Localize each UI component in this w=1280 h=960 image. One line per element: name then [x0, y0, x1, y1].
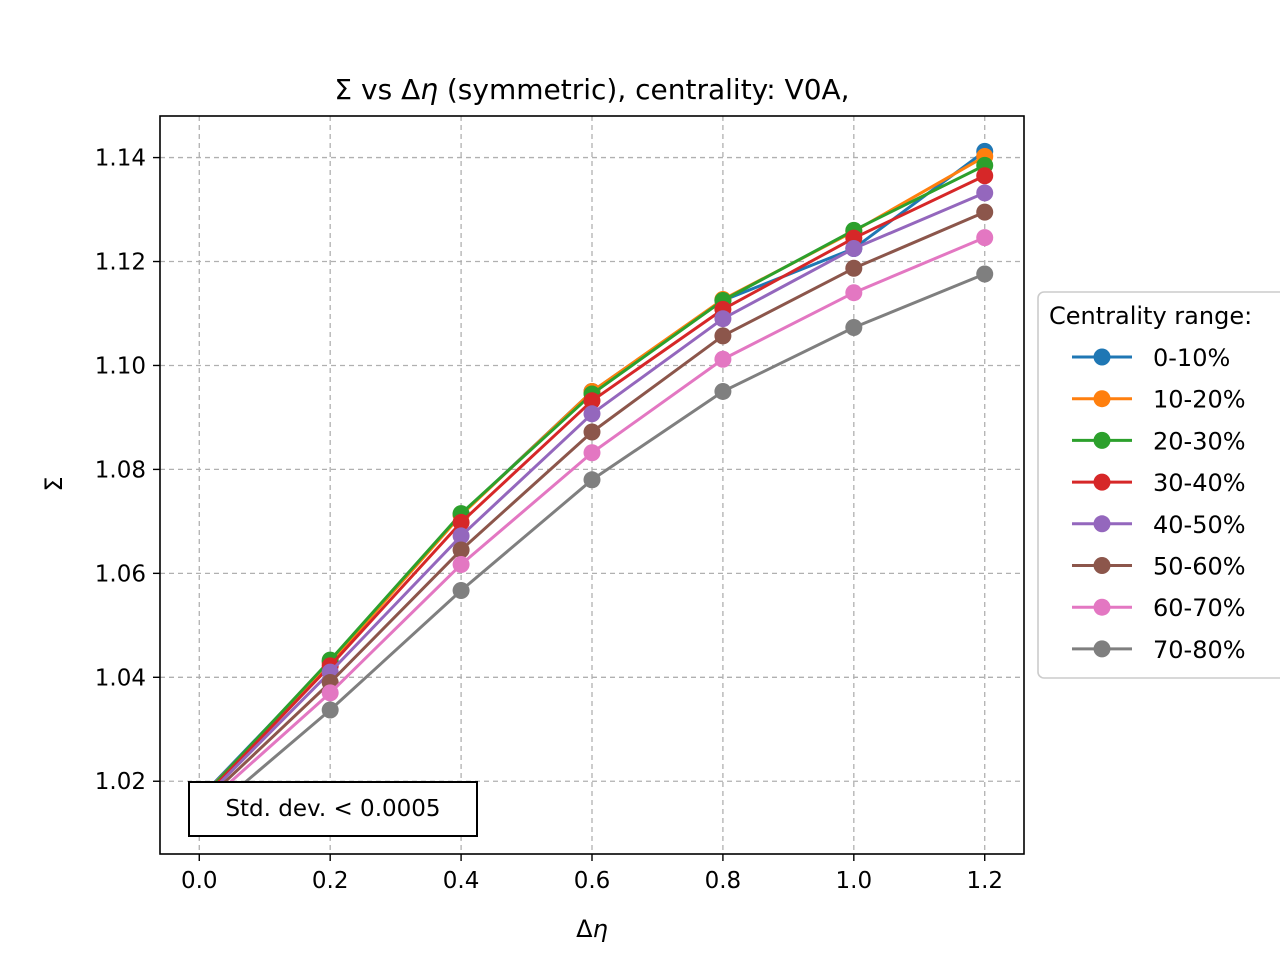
- y-tick-label: 1.08: [95, 457, 146, 483]
- legend-label: 10-20%: [1153, 386, 1246, 414]
- legend-item-0-10pct: 0-10%: [1072, 344, 1230, 372]
- data-point: [714, 310, 732, 328]
- data-point: [452, 582, 470, 600]
- data-point: [845, 259, 863, 277]
- x-axis-label: Δη: [576, 915, 608, 943]
- legend-label: 30-40%: [1153, 469, 1246, 497]
- data-point: [976, 203, 994, 221]
- data-point: [583, 405, 601, 423]
- data-point: [583, 392, 601, 410]
- data-point: [976, 265, 994, 283]
- x-axis-label-part-1: Δ: [576, 915, 593, 943]
- data-point: [583, 444, 601, 462]
- plot-series: [190, 142, 994, 830]
- x-tick-label: 0.0: [181, 868, 218, 894]
- legend-marker: [1093, 473, 1111, 491]
- legend-frame: [1037, 291, 1280, 679]
- y-tick-label: 1.02: [95, 769, 146, 795]
- chart-title-part-1: Σ vs Δ: [334, 73, 420, 106]
- x-tick-label: 0.6: [574, 868, 611, 894]
- annotation-frame: [188, 781, 478, 837]
- y-tick-label: 1.04: [95, 665, 146, 691]
- legend-item-20-30pct: 20-30%: [1072, 427, 1246, 455]
- legend-marker: [1093, 348, 1111, 366]
- legend-marker: [1093, 515, 1111, 533]
- legend-label: 60-70%: [1153, 594, 1246, 622]
- y-tick-label: 1.10: [95, 353, 146, 379]
- data-point: [845, 240, 863, 258]
- data-point: [321, 684, 339, 702]
- annotation-text: Std. dev. < 0.0005: [225, 796, 440, 822]
- legend-marker: [1093, 431, 1111, 449]
- legend-item-10-20pct: 10-20%: [1072, 386, 1246, 414]
- x-axis: 0.0 0.2 0.4 0.6 0.8 1.0 1.2: [181, 854, 1003, 894]
- legend-marker: [1093, 640, 1111, 658]
- legend-item-60-70pct: 60-70%: [1072, 594, 1246, 622]
- series-40-50pct: [190, 184, 994, 813]
- x-tick-label: 1.2: [966, 868, 1003, 894]
- data-point: [452, 556, 470, 574]
- data-point: [321, 701, 339, 719]
- x-tick-label: 0.8: [705, 868, 742, 894]
- data-point: [714, 350, 732, 368]
- legend-label: 50-60%: [1153, 553, 1246, 581]
- y-tick-label: 1.06: [95, 561, 146, 587]
- legend-item-40-50pct: 40-50%: [1072, 511, 1246, 539]
- x-tick-label: 0.4: [443, 868, 480, 894]
- data-point: [976, 229, 994, 247]
- x-axis-label-part-2: η: [593, 915, 608, 943]
- legend-item-50-60pct: 50-60%: [1072, 553, 1246, 581]
- series-50-60pct: [190, 203, 994, 815]
- legend-marker: [1093, 557, 1111, 574]
- data-point: [583, 423, 601, 441]
- x-tick-label: 0.2: [312, 868, 349, 894]
- y-axis: 1.02 1.04 1.06 1.08 1.10 1.12 1.14: [95, 146, 160, 795]
- legend-title: Centrality range:: [1049, 302, 1252, 330]
- data-point: [583, 471, 601, 489]
- legend-marker: [1093, 390, 1111, 408]
- data-point: [976, 167, 994, 185]
- data-point: [845, 284, 863, 302]
- annotation-box: Std. dev. < 0.0005: [188, 781, 478, 837]
- chart-title-part-2: η: [420, 73, 438, 106]
- data-point: [714, 382, 732, 400]
- data-point: [714, 327, 732, 345]
- y-axis-label: Σ: [40, 476, 68, 491]
- data-point: [452, 527, 470, 545]
- legend-label: 0-10%: [1153, 344, 1230, 372]
- legend-label: 70-80%: [1153, 636, 1246, 664]
- legend-marker: [1093, 598, 1111, 616]
- y-tick-label: 1.12: [95, 250, 146, 276]
- x-tick-label: 1.0: [836, 868, 873, 894]
- legend-label: 20-30%: [1153, 427, 1246, 455]
- legend-label: 40-50%: [1153, 511, 1246, 539]
- legend-item-30-40pct: 30-40%: [1072, 469, 1246, 497]
- data-point: [976, 184, 994, 202]
- legend: Centrality range: 0-10% 10-20% 20-30% 30-40…: [1037, 291, 1280, 679]
- data-point: [452, 541, 470, 559]
- legend-item-70-80pct: 70-80%: [1072, 636, 1246, 664]
- y-tick-label: 1.14: [95, 146, 146, 172]
- chart-title-part-3: (symmetric), centrality: V0A,: [438, 73, 850, 106]
- chart-title: Σ vs Δη (symmetric), centrality: V0A,: [334, 73, 849, 106]
- data-point: [452, 513, 470, 531]
- data-point: [845, 319, 863, 337]
